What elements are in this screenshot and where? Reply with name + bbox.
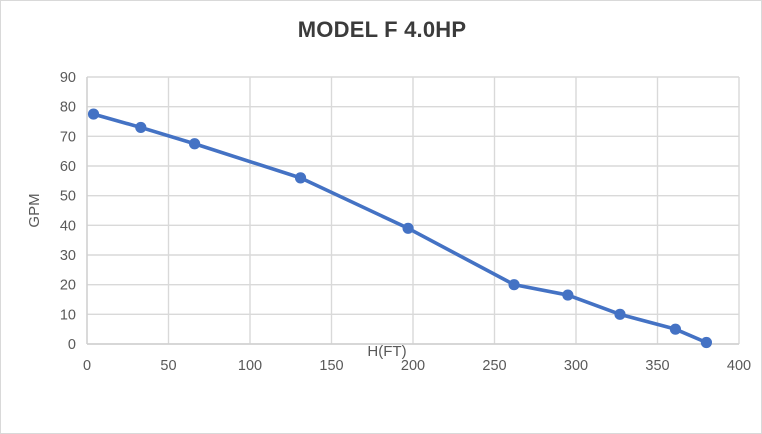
x-axis-title: H(FT) xyxy=(367,343,406,360)
x-tick-label: 250 xyxy=(482,358,506,374)
y-tick-label: 50 xyxy=(60,189,76,205)
x-tick-label: 150 xyxy=(319,358,343,374)
y-tick-label: 60 xyxy=(60,159,76,175)
y-tick-label: 80 xyxy=(60,100,76,116)
data-point xyxy=(135,121,147,134)
data-point xyxy=(700,336,713,349)
y-tick-label: 70 xyxy=(60,129,76,145)
y-axis-title: GPM xyxy=(26,193,43,227)
y-tick-label: 90 xyxy=(60,70,76,86)
x-tick-label: 0 xyxy=(83,358,91,374)
data-point xyxy=(188,138,201,150)
x-tick-label: 50 xyxy=(160,358,176,374)
x-tick-label: 300 xyxy=(564,358,588,374)
y-tick-label: 40 xyxy=(60,218,76,234)
x-tick-label: 350 xyxy=(645,358,669,374)
y-tick-label: 30 xyxy=(60,248,76,264)
chart-title: MODEL F 4.0HP xyxy=(297,17,467,42)
x-tick-label: 200 xyxy=(401,358,425,374)
y-tick-label: 10 xyxy=(60,307,76,323)
data-point xyxy=(508,279,520,291)
y-tick-label: 20 xyxy=(60,278,76,294)
x-tick-label: 400 xyxy=(727,358,751,374)
y-tick-label: 0 xyxy=(68,337,76,353)
series-line xyxy=(91,112,709,345)
data-point xyxy=(614,308,626,320)
data-point xyxy=(669,323,682,335)
x-tick-label: 100 xyxy=(238,358,262,374)
data-point xyxy=(562,289,574,301)
data-point xyxy=(87,108,100,120)
data-point xyxy=(402,222,414,234)
data-point xyxy=(294,172,307,184)
